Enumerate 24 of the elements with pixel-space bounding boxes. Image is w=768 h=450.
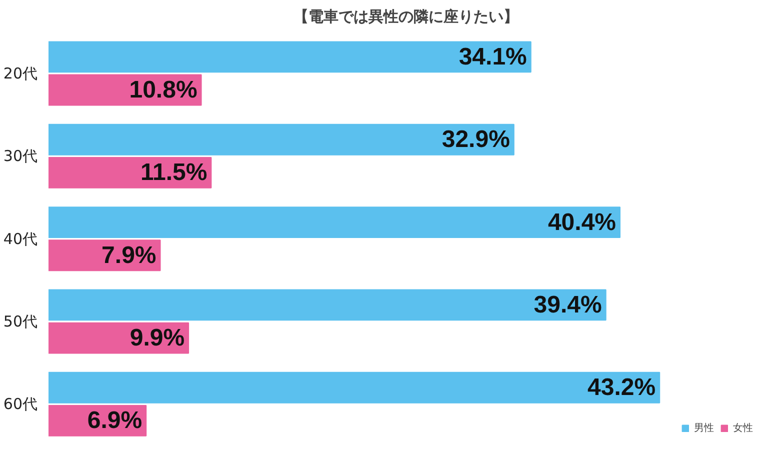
data-label: 6.9% (87, 407, 142, 434)
y-tick-label: 40代 (3, 230, 38, 248)
bar (48, 289, 606, 321)
data-label: 32.9% (442, 126, 510, 154)
data-label: 9.9% (130, 324, 185, 352)
data-label: 39.4% (534, 291, 602, 318)
data-label: 10.8% (129, 76, 198, 104)
data-label: 11.5% (140, 159, 208, 186)
bar (48, 206, 620, 238)
data-label: 7.9% (102, 242, 156, 269)
y-tick-label: 50代 (3, 312, 38, 330)
data-label: 43.2% (588, 374, 656, 402)
bar (48, 372, 660, 404)
y-tick-label: 20代 (3, 64, 38, 82)
y-tick-label: 30代 (3, 147, 38, 166)
legend-label: 女性 (733, 422, 753, 435)
legend-label: 男性 (694, 422, 714, 435)
bar (48, 41, 532, 73)
bar (48, 124, 514, 156)
data-label: 34.1% (458, 43, 527, 70)
chart-title: 【電車では異性の隣に座りたい】 (294, 8, 518, 26)
data-label: 40.4% (548, 208, 616, 236)
bar (48, 156, 212, 188)
y-tick-label: 60代 (3, 395, 38, 414)
